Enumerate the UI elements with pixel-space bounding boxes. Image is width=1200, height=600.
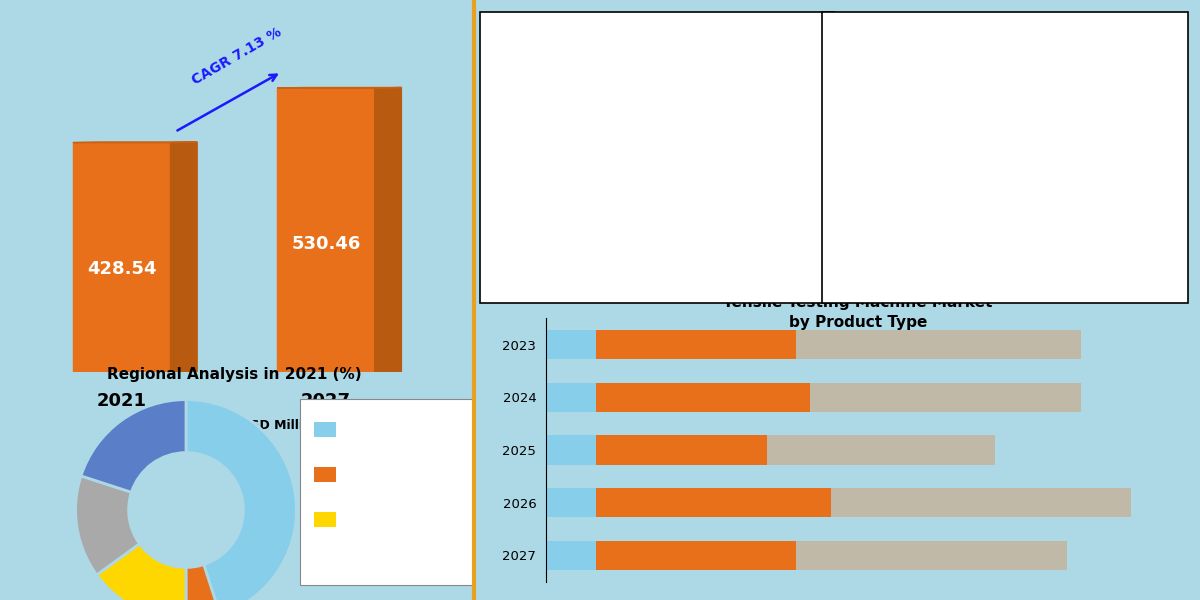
Bar (596, 488, 832, 517)
Bar (767, 436, 996, 464)
Text: ETS Intarlaken: ETS Intarlaken (496, 176, 581, 190)
Text: by Product Type: by Product Type (788, 316, 928, 330)
Text: CAGR 7.13 %: CAGR 7.13 % (190, 25, 284, 88)
Polygon shape (374, 88, 402, 372)
Text: Cometech Testing: Cometech Testing (496, 121, 601, 134)
Text: Illinois Tool Works Inc.: Illinois Tool Works Inc. (496, 259, 624, 272)
Bar (546, 330, 596, 359)
Bar (810, 383, 1081, 412)
Text: Testing Machines, Inc.: Testing Machines, Inc. (838, 128, 967, 141)
Text: Tinius Olsen: Tinius Olsen (838, 159, 910, 172)
Text: Asai-Pacific: Asai-Pacific (341, 512, 407, 526)
Bar (596, 436, 767, 464)
Text: Hegewald and Peschke: Hegewald and Peschke (496, 232, 631, 245)
Wedge shape (76, 476, 139, 575)
Bar (832, 488, 1130, 517)
Bar (596, 330, 796, 359)
Polygon shape (73, 143, 170, 372)
Bar (546, 436, 596, 464)
Bar (596, 541, 796, 570)
Bar (546, 383, 596, 412)
Bar (596, 383, 810, 412)
Text: 530.46: 530.46 (292, 235, 361, 253)
Text: Others: Others (838, 221, 877, 235)
Text: JINAN SHIJIN GROUP: JINAN SHIJIN GROUP (838, 97, 954, 110)
Bar (546, 541, 596, 570)
Text: 2021: 2021 (97, 392, 146, 410)
Text: 428.54: 428.54 (86, 260, 156, 278)
Text: Market value in USD Million: Market value in USD Million (127, 419, 320, 432)
Text: AMETEK (Lloyd): AMETEK (Lloyd) (496, 66, 588, 79)
Text: Machines Co., Ltd.: Machines Co., Ltd. (496, 149, 604, 162)
Text: Torontech Group: Torontech Group (838, 190, 935, 203)
Text: ADMET, Inc.: ADMET, Inc. (496, 38, 566, 52)
Text: FORM+TEST GmbH: FORM+TEST GmbH (496, 204, 610, 217)
Text: North America: North America (341, 422, 426, 436)
Wedge shape (186, 565, 220, 600)
Polygon shape (277, 88, 374, 372)
Wedge shape (186, 400, 296, 600)
Wedge shape (82, 400, 186, 492)
Text: Regional Analysis in 2021 (%): Regional Analysis in 2021 (%) (107, 367, 361, 383)
Text: 2027: 2027 (301, 392, 350, 410)
Wedge shape (97, 544, 186, 600)
Text: Europe: Europe (341, 467, 383, 481)
Polygon shape (170, 142, 197, 372)
Bar (796, 541, 1067, 570)
Bar (796, 330, 1081, 359)
Text: Tensile Testing Machine Market: Tensile Testing Machine Market (724, 295, 992, 311)
Bar (546, 488, 596, 517)
Text: Applied Test Systems: Applied Test Systems (496, 94, 622, 107)
Text: INSTRON: INSTRON (838, 65, 890, 79)
